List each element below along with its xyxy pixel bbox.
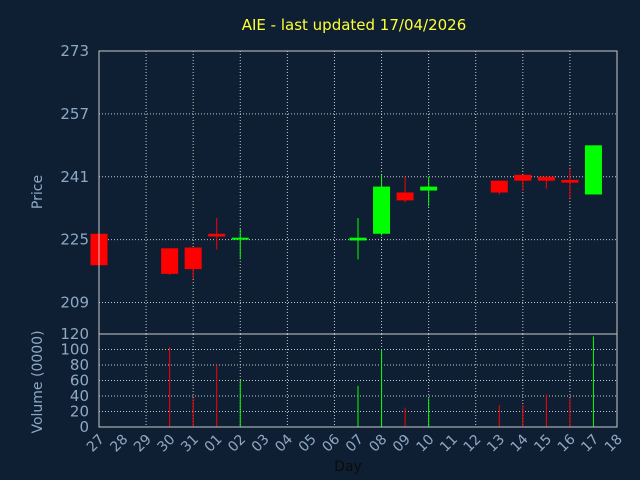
candle-body xyxy=(420,186,438,191)
x-tick-label: 14 xyxy=(508,431,532,455)
x-tick-label: 02 xyxy=(225,432,249,456)
candle-body xyxy=(208,233,226,237)
x-axis: 27 28 29 30 31 01 02 03 04 05 06 07 08 09 10 11 12 13 14 15… xyxy=(84,431,626,455)
x-tick-label: 16 xyxy=(555,431,579,455)
candle-body xyxy=(584,145,602,195)
price-tick-label: 273 xyxy=(60,42,89,60)
volume-axis-label: Volume (0000) xyxy=(30,330,46,433)
x-tick-label: 03 xyxy=(249,432,273,456)
price-tick-label: 257 xyxy=(60,105,89,123)
x-tick-label: 08 xyxy=(366,432,390,456)
price-panel: 273 257 241 225 209 xyxy=(60,42,618,335)
x-axis-label: Day xyxy=(334,459,362,475)
x-tick-label: 17 xyxy=(578,432,602,456)
x-tick-label: 11 xyxy=(437,432,461,456)
price-frame xyxy=(98,50,618,335)
x-tick-label: 30 xyxy=(155,432,179,456)
candle-body xyxy=(537,176,555,181)
x-tick-label: 12 xyxy=(461,432,485,456)
candle-body xyxy=(161,248,179,274)
price-tick-label: 225 xyxy=(60,231,89,249)
x-tick-label: 15 xyxy=(531,432,555,456)
price-axis-label: Price xyxy=(30,175,46,209)
x-tick-label: 01 xyxy=(202,432,226,456)
candle-body xyxy=(373,186,391,234)
volume-tick-label: 20 xyxy=(70,403,89,421)
x-tick-label: 13 xyxy=(484,432,508,456)
price-tick-label: 209 xyxy=(60,294,89,312)
x-tick-label: 05 xyxy=(296,432,320,456)
volume-tick-label: 60 xyxy=(70,372,89,390)
x-tick-label: 07 xyxy=(343,432,367,456)
x-tick-label: 18 xyxy=(602,432,626,456)
candle-body xyxy=(231,237,249,240)
candle-body xyxy=(396,192,414,201)
x-tick-label: 06 xyxy=(319,431,343,455)
x-tick-label: 09 xyxy=(390,432,414,456)
x-tick-label: 31 xyxy=(178,432,202,456)
x-tick-label: 29 xyxy=(131,432,155,456)
candle-body xyxy=(561,179,579,183)
volume-tick-label: 100 xyxy=(60,341,89,359)
x-tick-label: 10 xyxy=(414,432,438,456)
candle-body xyxy=(490,180,508,193)
chart-title: AIE - last updated 17/04/2026 xyxy=(242,16,467,34)
volume-tick-label: 40 xyxy=(70,387,89,405)
volume-tick-label: 80 xyxy=(70,356,89,374)
candle-body xyxy=(349,237,367,241)
volume-tick-label: 0 xyxy=(79,418,89,436)
price-tick-label: 241 xyxy=(60,168,89,186)
x-tick-label: 04 xyxy=(272,431,296,455)
volume-tick-label: 120 xyxy=(60,325,89,343)
volume-frame xyxy=(98,333,618,428)
candle-body xyxy=(514,174,532,181)
x-tick-label: 28 xyxy=(107,432,131,456)
candle-body xyxy=(184,247,202,270)
